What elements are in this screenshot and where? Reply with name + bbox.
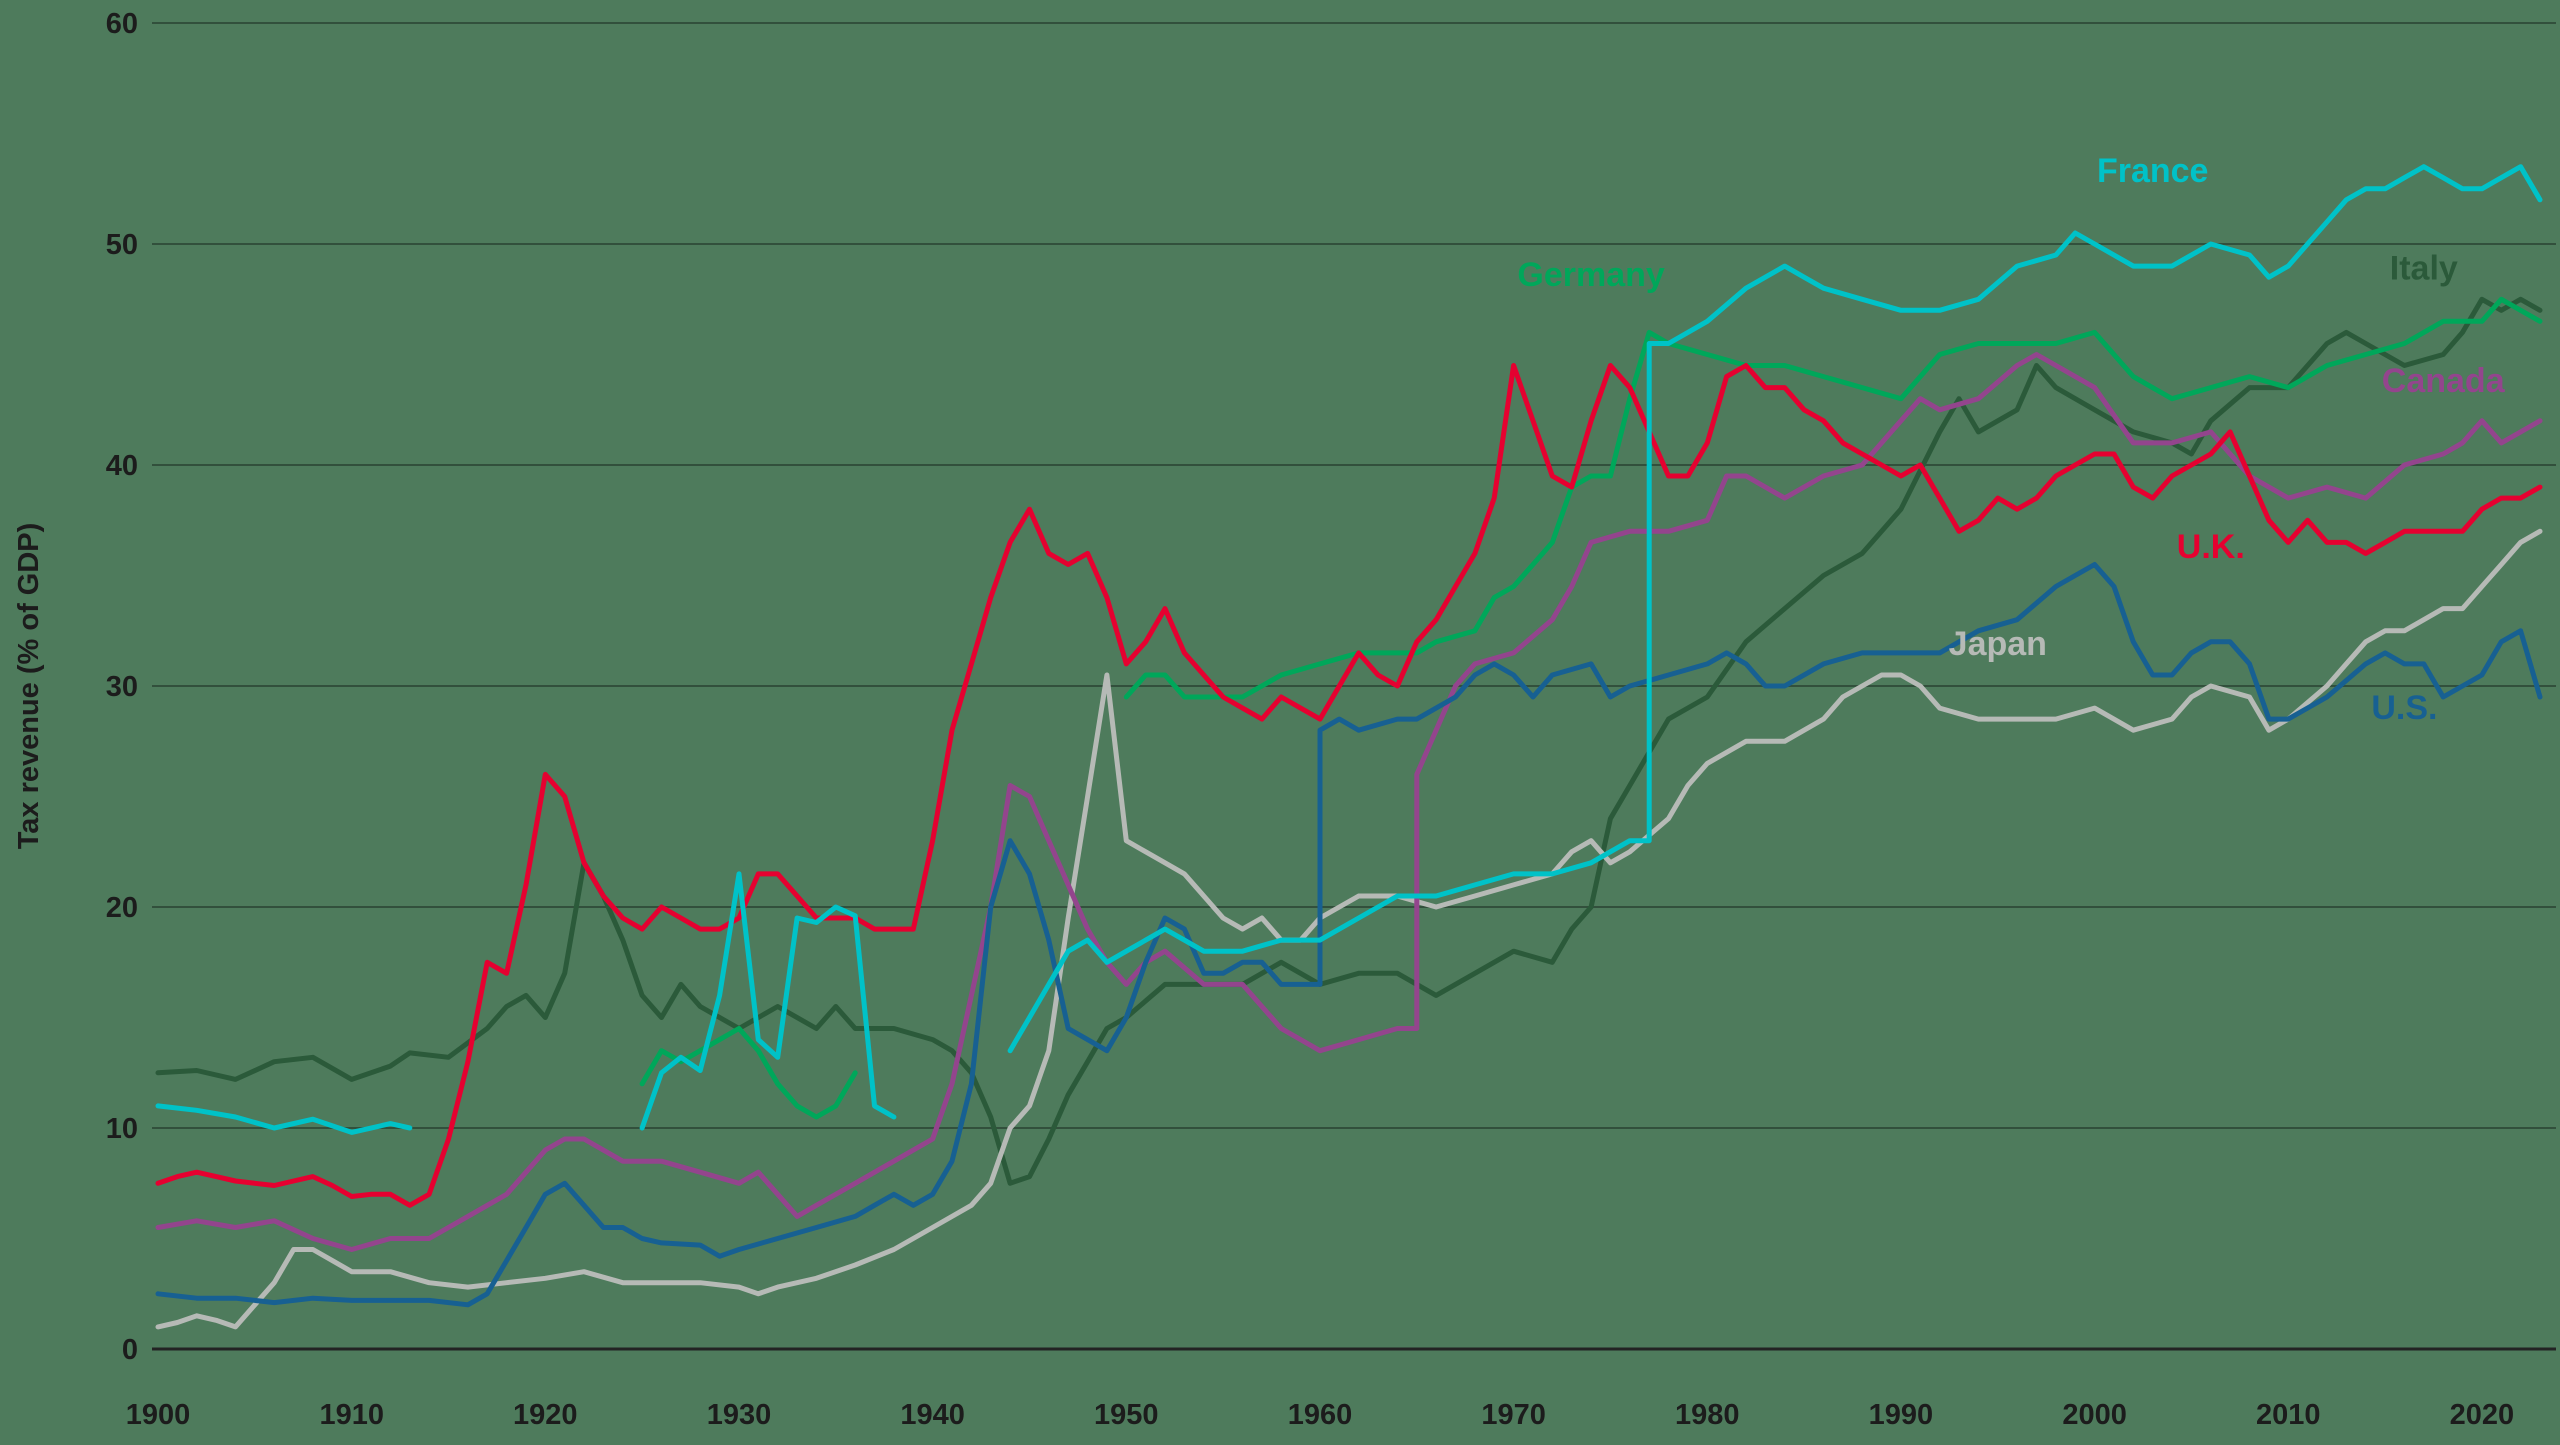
x-tick-label-1920: 1920	[513, 1399, 578, 1431]
y-tick-label-30: 30	[106, 671, 138, 703]
y-tick-label-20: 20	[106, 892, 138, 924]
x-tick-label-1960: 1960	[1288, 1399, 1353, 1431]
series-line-germany-2	[1123, 296, 2543, 700]
series-label-france: France	[2097, 152, 2209, 190]
x-tick-label-2000: 2000	[2062, 1399, 2127, 1431]
series-line-japan	[155, 528, 2543, 1330]
series-label-japan: Japan	[1949, 625, 2047, 663]
y-tick-label-10: 10	[106, 1113, 138, 1145]
series-label-us: U.S.	[2371, 689, 2437, 727]
x-tick-label-1990: 1990	[1869, 1399, 1934, 1431]
series-line-france-1	[155, 1103, 413, 1135]
y-tick-label-0: 0	[122, 1334, 138, 1366]
series-line-canada	[155, 352, 2543, 1252]
y-tick-label-60: 60	[106, 8, 138, 40]
series-line-italy	[155, 296, 2543, 1186]
x-axis-tick-labels: 1900 1910 1920 1930 1940 1950 1960 1970 1980 1990…	[126, 1399, 2514, 1431]
series-lines	[155, 164, 2543, 1330]
gridlines	[152, 22, 2556, 1351]
x-tick-label-1910: 1910	[319, 1399, 384, 1431]
series-line-germany-1	[639, 1026, 858, 1120]
series-line-france-3	[1007, 164, 2543, 1054]
series-label-germany: Germany	[1517, 256, 1664, 294]
x-tick-label-1940: 1940	[900, 1399, 965, 1431]
x-tick-label-2020: 2020	[2450, 1399, 2515, 1431]
series-line-us	[155, 562, 2543, 1308]
x-tick-label-1930: 1930	[707, 1399, 772, 1431]
x-tick-label-1900: 1900	[126, 1399, 191, 1431]
series-label-italy: Italy	[2390, 249, 2458, 287]
series-label-canada: Canada	[2382, 362, 2506, 400]
y-tick-label-40: 40	[106, 450, 138, 482]
x-tick-label-1970: 1970	[1481, 1399, 1546, 1431]
y-tick-label-50: 50	[106, 229, 138, 261]
series-labels: Italy Germany Japan Canada U.S. U.K. France	[1517, 152, 2505, 727]
y-axis-title: Tax revenue (% of GDP)	[13, 523, 45, 850]
y-axis-tick-labels: 0 10 20 30 40 50 60	[106, 8, 138, 1366]
x-tick-label-1980: 1980	[1675, 1399, 1740, 1431]
series-line-uk	[155, 363, 2543, 1208]
x-tick-label-1950: 1950	[1094, 1399, 1159, 1431]
series-label-uk: U.K.	[2177, 528, 2245, 566]
series-line-france-2	[639, 871, 897, 1131]
x-tick-label-2010: 2010	[2256, 1399, 2321, 1431]
